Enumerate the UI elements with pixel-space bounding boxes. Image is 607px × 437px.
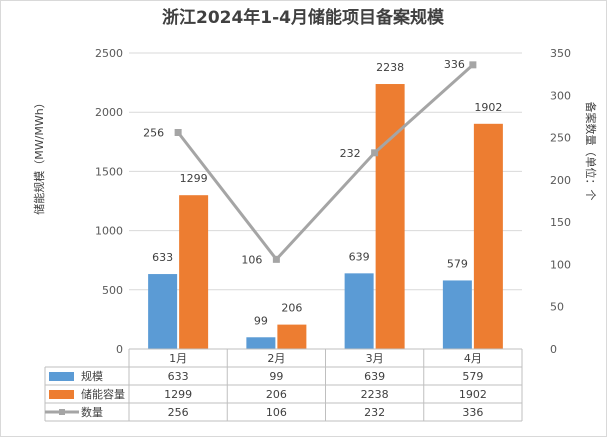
data-label: 639 xyxy=(349,250,370,263)
line-data-label: 106 xyxy=(241,253,262,266)
bar xyxy=(277,324,307,349)
table-cell: 232 xyxy=(364,406,385,419)
y-tick-label: 0 xyxy=(116,343,123,356)
bar xyxy=(148,274,178,349)
data-label: 206 xyxy=(281,302,302,315)
y-tick-label: 1000 xyxy=(95,225,123,238)
x-tick-label: 3月 xyxy=(366,352,384,365)
y2-axis-title: 备案数量（单位：个 xyxy=(584,102,598,201)
y2-tick-label: 250 xyxy=(550,132,571,145)
table-cell: 336 xyxy=(462,406,483,419)
table-cell: 99 xyxy=(269,370,283,383)
bar xyxy=(179,195,209,349)
line-data-label: 336 xyxy=(444,58,465,71)
data-label: 633 xyxy=(152,251,173,264)
data-label: 1902 xyxy=(474,101,502,114)
data-label: 1299 xyxy=(180,172,208,185)
y2-tick-label: 200 xyxy=(550,174,571,187)
table-cell: 633 xyxy=(168,370,189,383)
bars xyxy=(148,84,503,350)
table-cell: 1299 xyxy=(164,388,192,401)
chart-title: 浙江2024年1-4月储能项目备案规模 xyxy=(162,7,445,28)
legend-swatch xyxy=(49,390,74,399)
y2-tick-label: 150 xyxy=(550,216,571,229)
y-tick-label: 500 xyxy=(102,284,123,297)
line-marker xyxy=(469,61,477,69)
table-cell: 256 xyxy=(168,406,189,419)
y-tick-label: 1500 xyxy=(95,165,123,178)
y2-tick-label: 0 xyxy=(550,343,557,356)
line-marker xyxy=(272,255,280,263)
line-marker xyxy=(371,149,379,157)
y-axis-title: 储能规模（MW/MWh） xyxy=(32,97,46,214)
bar xyxy=(473,123,503,350)
y-tick-label: 2500 xyxy=(95,47,123,60)
data-label: 579 xyxy=(447,257,468,270)
y-tick-label: 2000 xyxy=(95,106,123,119)
legend-label: 数量 xyxy=(81,406,103,419)
y2-tick-label: 100 xyxy=(550,258,571,271)
x-tick-label: 2月 xyxy=(267,352,285,365)
bar xyxy=(246,337,276,349)
legend-swatch xyxy=(59,409,65,415)
table-cell: 2238 xyxy=(361,388,389,401)
axes: 0 500 1000 1500 2000 2500 0 50 100 150 200 250 300 35… xyxy=(95,47,571,356)
data-labels: 633 99 639 579 1299 206 2238 1902 256 106 232 336 xyxy=(143,58,502,327)
data-label: 99 xyxy=(254,314,268,327)
line-data-label: 256 xyxy=(143,126,164,139)
data-label: 2238 xyxy=(376,61,404,74)
y2-tick-label: 50 xyxy=(550,301,564,314)
table-cell: 106 xyxy=(266,406,287,419)
bar xyxy=(442,280,472,349)
x-tick-label: 1月 xyxy=(169,352,187,365)
line-series xyxy=(174,61,477,263)
line-marker xyxy=(174,128,182,136)
y2-tick-label: 300 xyxy=(550,89,571,102)
line-data-label: 232 xyxy=(340,147,361,160)
line-path xyxy=(176,63,474,262)
table-cell: 1902 xyxy=(459,388,487,401)
legend-label: 储能容量 xyxy=(81,387,125,401)
legend-label: 规模 xyxy=(81,369,103,383)
table-cell: 579 xyxy=(462,370,483,383)
bar xyxy=(344,273,374,349)
table-cell: 639 xyxy=(364,370,385,383)
table-cell: 206 xyxy=(266,388,287,401)
x-tick-label: 4月 xyxy=(464,352,482,365)
legend-swatch xyxy=(49,372,74,381)
y2-tick-label: 350 xyxy=(550,47,571,60)
bar xyxy=(375,84,405,349)
